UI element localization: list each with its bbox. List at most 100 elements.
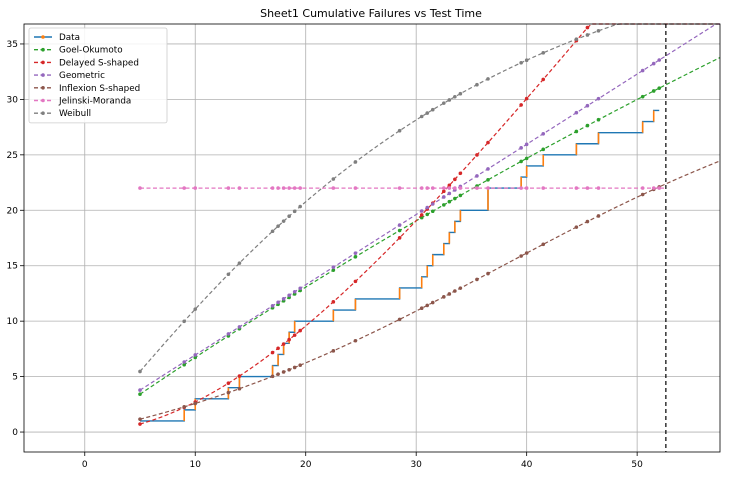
series-inflexion-s-shaped-point — [519, 254, 523, 258]
series-jelinski-moranda-point — [519, 186, 523, 190]
series-goel-okumoto-point — [138, 392, 142, 396]
series-inflexion-s-shaped-point — [287, 367, 291, 372]
y-tick-label: 20 — [7, 206, 19, 216]
series-weibull-point — [298, 204, 302, 209]
ticks: 0 10 20 30 40 50 0 5 10 15 20 25 30 35 — [7, 40, 644, 470]
series-geometric-line — [139, 23, 721, 391]
series-inflexion-s-shaped-point — [640, 192, 645, 197]
series-goel-okumoto-point — [430, 209, 435, 214]
y-tick-label: 35 — [7, 40, 18, 50]
series-geometric-point — [292, 289, 297, 294]
series-delayed-s-shaped-point — [541, 77, 546, 82]
series-jelinski-moranda-point — [458, 186, 463, 190]
series-jelinski-moranda-point — [237, 186, 242, 190]
series-jelinski-moranda-point — [353, 186, 358, 190]
series-geometric-point — [519, 146, 523, 150]
x-tick-label: 30 — [410, 460, 422, 470]
series-weibull-point — [585, 33, 590, 37]
series-weibull-point — [458, 91, 463, 96]
series-goel-okumoto-point — [419, 215, 424, 220]
series-weibull-point — [430, 107, 435, 112]
series-weibull-point — [193, 307, 198, 311]
series-jelinski-moranda-point — [430, 186, 435, 190]
series-goel-okumoto-line — [139, 57, 721, 395]
series-jelinski-moranda-point — [281, 186, 286, 190]
series-inflexion-s-shaped-point — [430, 300, 435, 305]
series-jelinski-moranda-point — [657, 186, 662, 190]
series-jelinski-moranda-point — [541, 186, 546, 190]
series-inflexion-s-shaped-point — [276, 372, 280, 376]
series-goel-okumoto-point — [585, 123, 590, 128]
series-goel-okumoto-point — [397, 228, 402, 233]
series-weibull-point — [524, 58, 529, 63]
series-inflexion-s-shaped-point — [353, 338, 358, 343]
series-geometric-point — [475, 174, 479, 178]
series-jelinski-moranda-point — [524, 186, 529, 190]
series-weibull-point — [292, 209, 297, 214]
series-delayed-s-shaped-point — [138, 422, 142, 426]
series-weibull-point — [287, 214, 291, 219]
series-weibull-point — [397, 128, 402, 133]
series-goel-okumoto-point — [486, 178, 490, 182]
legend-marker-jelinski-moranda — [41, 98, 45, 103]
series-goel-okumoto-point — [574, 129, 579, 134]
series-geometric-point — [353, 251, 358, 255]
series-weibull-point — [226, 272, 231, 277]
series-geometric-point — [298, 286, 302, 291]
series-delayed-s-shaped-point — [519, 103, 523, 107]
series-geometric-point — [651, 61, 656, 66]
series-geometric-point — [281, 297, 286, 301]
x-tick-label: 10 — [190, 460, 202, 470]
series-weibull-point — [475, 82, 479, 87]
series-inflexion-s-shaped-point — [419, 306, 424, 311]
series-goel-okumoto-point — [657, 86, 662, 90]
series-inflexion-s-shaped-line — [139, 160, 721, 420]
series-geometric-point — [657, 58, 662, 62]
series-inflexion-s-shaped-point — [447, 292, 452, 296]
legend-marker-geometric — [41, 73, 45, 77]
series-weibull-point — [596, 29, 601, 33]
series-geometric-point — [574, 110, 579, 115]
series-geometric-point — [596, 96, 601, 101]
series-goel-okumoto-point — [182, 362, 186, 367]
series-jelinski-moranda-point — [585, 186, 590, 190]
series-weibull-point — [281, 219, 286, 223]
series-goel-okumoto-point — [524, 156, 529, 161]
series-delayed-s-shaped-point — [419, 213, 424, 217]
y-tick-label: 5 — [12, 373, 18, 383]
legend-label-geometric: Geometric — [59, 71, 105, 81]
series-geometric-point — [419, 209, 424, 213]
series-geometric-point — [425, 205, 430, 210]
series-weibull-point — [331, 177, 336, 181]
series-inflexion-s-shaped-point — [486, 271, 490, 276]
series-weibull-point — [419, 114, 424, 119]
series-inflexion-s-shaped-point — [585, 219, 590, 224]
series-jelinski-moranda-point — [292, 186, 297, 190]
series-geometric-point — [237, 325, 242, 329]
series-weibull-point — [447, 98, 452, 102]
series-delayed-s-shaped-point — [287, 337, 291, 342]
series-delayed-s-shaped-point — [270, 350, 275, 355]
x-tick-label: 40 — [521, 460, 533, 470]
series-jelinski-moranda-point — [331, 186, 336, 190]
chart-title: Sheet1 Cumulative Failures vs Test Time — [260, 7, 482, 20]
y-tick-label: 0 — [12, 428, 18, 438]
series-geometric-point — [276, 300, 280, 305]
legend-label-delayed-s-shaped: Delayed S-shaped — [59, 58, 139, 68]
series-jelinski-moranda-point — [425, 186, 430, 190]
series-weibull-point — [442, 101, 446, 105]
series-delayed-s-shaped-point — [298, 328, 302, 333]
series-geometric-point — [138, 388, 142, 392]
series-weibull-point — [276, 224, 280, 228]
series-jelinski-moranda-point — [276, 186, 280, 190]
series-jelinski-moranda-point — [574, 186, 579, 190]
series-delayed-s-shaped-point — [281, 342, 286, 346]
series-jelinski-moranda-point — [475, 186, 479, 190]
series-geometric-point — [640, 68, 645, 73]
series-goel-okumoto-point — [353, 255, 358, 259]
series-jelinski-moranda-point — [447, 186, 452, 190]
series-geometric-point — [182, 360, 186, 364]
series-inflexion-s-shaped-point — [574, 225, 579, 229]
series-geometric-point — [331, 265, 336, 270]
legend-label-data: Data — [59, 33, 80, 43]
